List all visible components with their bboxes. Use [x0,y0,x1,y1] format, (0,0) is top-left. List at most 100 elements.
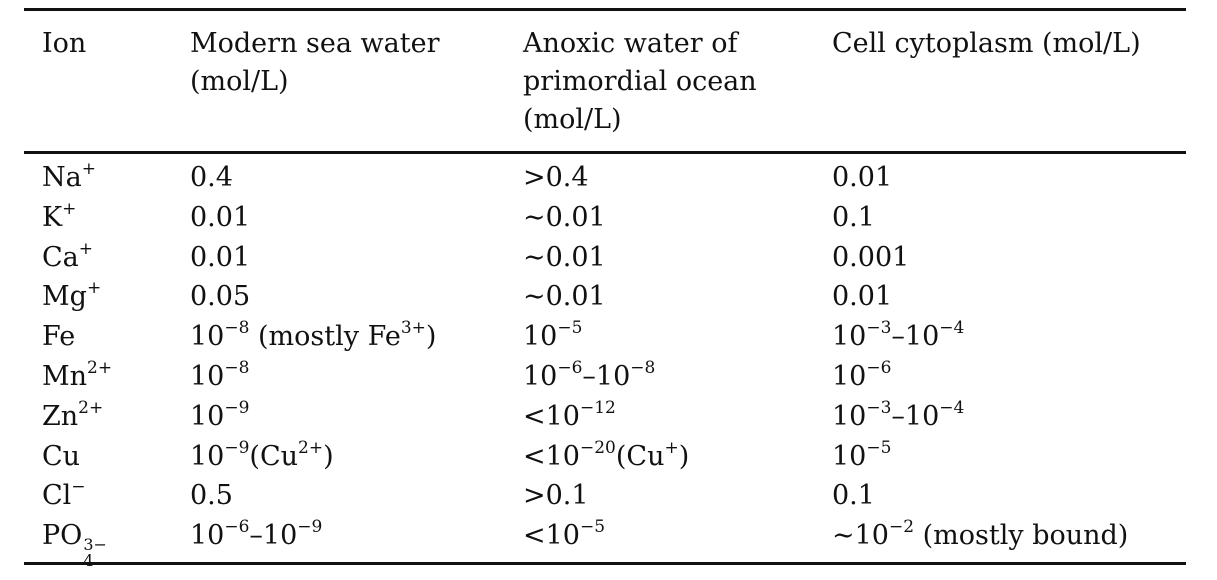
value-text: (Cu [615,440,665,472]
value-text: >0.1 [523,480,589,512]
value-text: –10 [582,360,631,392]
cell-ion: Cl− [42,476,86,516]
ion-charge: + [81,159,96,179]
value-text: 10 [190,520,225,552]
cell-modern-sea-water: 10−8 (mostly Fe3+) [190,317,436,357]
cell-ion: Ca+ [42,238,93,278]
cell-cytoplasm: 10−6 [832,357,891,397]
exponent: −5 [557,318,583,339]
exponent: −6 [557,357,583,378]
cell-modern-sea-water: 0.01 [190,198,250,238]
ion-symbol: Mg [42,281,87,313]
cell-cytoplasm: 10−3–10−4 [832,397,964,437]
cell-cytoplasm: 0.1 [832,476,875,516]
exponent: −6 [866,357,892,378]
value-text: ∼0.01 [523,241,606,273]
ion-charge: − [71,477,86,498]
exponent: −8 [224,318,250,339]
value-text: 10 [523,321,558,353]
value-text: 0.1 [832,480,875,512]
exponent: −8 [224,357,250,378]
cell-cytoplasm: 10−3–10−4 [832,317,964,357]
ion-charge: + [86,278,102,299]
table-body: Na+ 0.4 >0.4 0.01 K+ 0.01 ∼0.01 0.1 Ca+ 0.01 ∼0.01… [24,154,1186,569]
ion-symbol: Fe [42,321,76,353]
value-text: <10 [523,440,580,472]
cell-anoxic-water: ∼0.01 [523,277,606,317]
header-cell-cytoplasm: Cell cytoplasm (mol/L) [832,28,1141,59]
value-text: ∼0.01 [523,201,606,233]
cell-anoxic-water: <10−5 [523,516,605,556]
cell-ion: Mg+ [42,277,101,317]
value-text: 0.05 [190,281,251,313]
table-row: K+ 0.01 ∼0.01 0.1 [24,198,1186,238]
exponent: −9 [297,517,323,538]
value-text: 10 [832,440,867,472]
value-text: 10 [190,360,225,392]
value-text: 10 [523,360,558,392]
ion-symbol: Zn [42,400,79,432]
ion-charge: 2+ [78,397,104,418]
cell-cytoplasm: 0.001 [832,238,909,278]
value-text: 10 [190,440,225,472]
exponent: 2+ [298,437,324,458]
table-header: Ion Modern sea water (mol/L) Anoxic wate… [24,11,1186,151]
table-header-rule [24,151,1186,154]
cell-modern-sea-water: 0.01 [190,238,250,278]
value-text: <10 [523,400,580,432]
table-row: Cu 10−9(Cu2+) <10−20(Cu+) 10−5 [24,437,1186,477]
cell-ion: Mn2+ [42,357,112,397]
header-anoxic-primordial-ocean: Anoxic water of primordial ocean (mol/L) [523,28,757,135]
cell-cytoplasm: 0.01 [832,277,892,317]
exponent: −6 [224,517,250,538]
header-modern-sea-water: Modern sea water (mol/L) [190,28,440,97]
ion-charge: + [78,238,94,259]
cell-modern-sea-water: 10−8 [190,357,249,397]
exponent: −3 [866,318,892,339]
exponent: 3+ [400,318,426,339]
value-text: 0.001 [832,241,910,273]
cell-ion: Fe [42,317,75,357]
exponent: −5 [579,517,606,538]
value-text: 0.5 [190,480,233,512]
value-text: 10 [832,400,867,432]
table-row: Zn2+ 10−9 <10−12 10−3–10−4 [24,397,1186,437]
value-text: 10 [190,321,225,353]
value-text: 0.01 [832,162,893,193]
exponent: −3 [866,397,892,418]
value-text: ∼10 [832,520,889,552]
cell-cytoplasm: 0.1 [832,198,875,238]
cell-modern-sea-water: 10−9 [190,397,249,437]
table-row: PO 3− 4 10−6–10−9 <10−5 ∼10−2 (mostly bound) [24,516,1186,569]
value-text: >0.4 [523,162,589,193]
exponent: −4 [939,397,965,418]
ion-symbol: Na [42,162,82,193]
exponent: −8 [630,357,656,378]
exponent: + [664,437,679,458]
exponent: −20 [579,437,616,458]
value-text: 10 [832,321,867,353]
cell-anoxic-water: 10−6–10−8 [523,357,655,397]
value-text: 10 [832,360,867,392]
ion-charge: + [62,198,77,219]
header-ion: Ion [42,28,87,59]
table-row: Mg+ 0.05 ∼0.01 0.01 [24,277,1186,317]
cell-anoxic-water: ∼0.01 [523,198,606,238]
cell-modern-sea-water: 0.5 [190,476,233,516]
value-text: (mostly bound) [914,520,1129,552]
table-bottom-rule [24,561,1186,565]
cell-ion: Na+ [42,158,96,198]
cell-ion: PO 3− 4 [42,516,107,569]
cell-anoxic-water: 10−5 [523,317,582,357]
exponent: −2 [888,517,915,538]
ion-symbol: K [42,201,63,233]
value-text: 0.01 [190,201,251,233]
cell-anoxic-water: >0.4 [523,158,589,198]
exponent: −5 [866,437,892,458]
value-text: ) [425,321,437,353]
ion-symbol: Ca [42,241,79,273]
value-text: –10 [891,321,940,353]
cell-modern-sea-water: 10−9(Cu2+) [190,437,334,477]
value-text: (mostly Fe [249,321,401,353]
cell-modern-sea-water: 0.05 [190,277,250,317]
